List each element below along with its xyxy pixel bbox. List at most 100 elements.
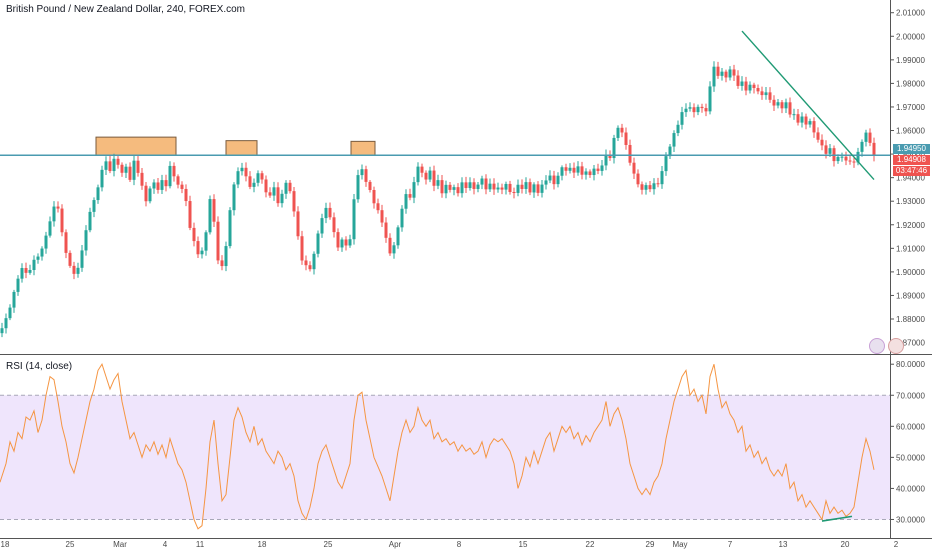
time-tick-label: 18 [1, 540, 10, 549]
candle [656, 177, 660, 188]
candle [292, 186, 296, 217]
candle [760, 86, 764, 100]
candle [720, 68, 724, 81]
candle [604, 149, 608, 171]
candle [552, 170, 556, 190]
candle-body [700, 106, 704, 109]
candle [68, 250, 72, 268]
candle [788, 97, 792, 118]
candle-body [380, 210, 384, 223]
candle-body [776, 102, 780, 106]
candle-body [712, 66, 716, 87]
candle-body [788, 102, 792, 115]
rsi-line [0, 363, 875, 530]
candle-body [528, 182, 532, 193]
candle [524, 177, 528, 194]
candle-body [520, 184, 524, 189]
candle [220, 255, 224, 271]
candle-body [104, 161, 108, 170]
candle [436, 174, 440, 190]
candle-body [488, 183, 492, 190]
candle [692, 103, 696, 118]
candle [480, 175, 484, 190]
candle [520, 179, 524, 194]
candle-body [256, 173, 260, 183]
candle-body [144, 185, 148, 202]
candle-body [824, 145, 828, 154]
candle [264, 175, 268, 198]
candle-body [808, 121, 812, 125]
candle [500, 183, 504, 195]
dividend-flag-icon[interactable] [888, 338, 904, 354]
candle-body [704, 108, 708, 112]
candle-body [708, 86, 712, 112]
candle [752, 82, 756, 94]
candle [104, 156, 108, 176]
candle-body [180, 184, 184, 189]
rsi-divergence-line [821, 515, 853, 522]
candle-body [612, 137, 616, 159]
candle [628, 139, 632, 166]
candle [704, 103, 708, 117]
price-tick-label: 2.01000 [896, 9, 925, 18]
events-flag-icon[interactable] [869, 338, 885, 354]
candle-body [280, 193, 284, 204]
candle-body [552, 175, 556, 185]
candle-body [764, 92, 768, 96]
candle-body [820, 139, 824, 146]
countdown-tag: 03:47:46 [893, 166, 930, 176]
candle [348, 234, 352, 248]
candle-body [248, 176, 252, 187]
candle-body [428, 170, 432, 180]
candle-body [88, 211, 92, 231]
candle-body [548, 175, 552, 181]
candle [640, 181, 644, 195]
candle [48, 216, 52, 238]
candle [8, 304, 12, 321]
candle-body [668, 146, 672, 157]
price-tick-label: 1.94000 [896, 174, 925, 183]
candle [712, 61, 716, 92]
candle [148, 186, 152, 204]
time-tick-label: 20 [841, 540, 850, 549]
candle-body [72, 265, 76, 274]
candle-body [472, 182, 476, 189]
candle [416, 162, 420, 186]
candle-body [576, 166, 580, 173]
candle [388, 233, 392, 256]
candle-body [92, 200, 96, 212]
candle-body [76, 267, 80, 274]
candle [444, 180, 448, 199]
candle-body [432, 170, 436, 186]
candle [124, 163, 128, 178]
candle [700, 103, 704, 113]
candle [840, 152, 844, 162]
candle [596, 163, 600, 175]
candle-body [172, 165, 176, 177]
candle [688, 102, 692, 112]
candle [432, 165, 436, 192]
candle [168, 161, 172, 189]
candle-body [656, 183, 660, 185]
candle [156, 177, 160, 194]
candle [668, 144, 672, 160]
candle [136, 155, 140, 177]
candle [308, 261, 312, 272]
candle-body [588, 171, 592, 176]
level-price-tag: 1.94950 [893, 144, 930, 154]
time-tick-label: 22 [586, 540, 595, 549]
candle [452, 184, 456, 196]
candle [716, 61, 720, 79]
candle [820, 134, 824, 151]
candle [268, 187, 272, 198]
candle-body [44, 235, 48, 249]
time-tick-label: 15 [519, 540, 528, 549]
candle-body [12, 291, 16, 308]
candle-body [716, 66, 720, 76]
candle-body [296, 211, 300, 237]
candle [532, 182, 536, 198]
candle [304, 255, 308, 271]
candle-body [356, 175, 360, 200]
candle [56, 201, 60, 213]
